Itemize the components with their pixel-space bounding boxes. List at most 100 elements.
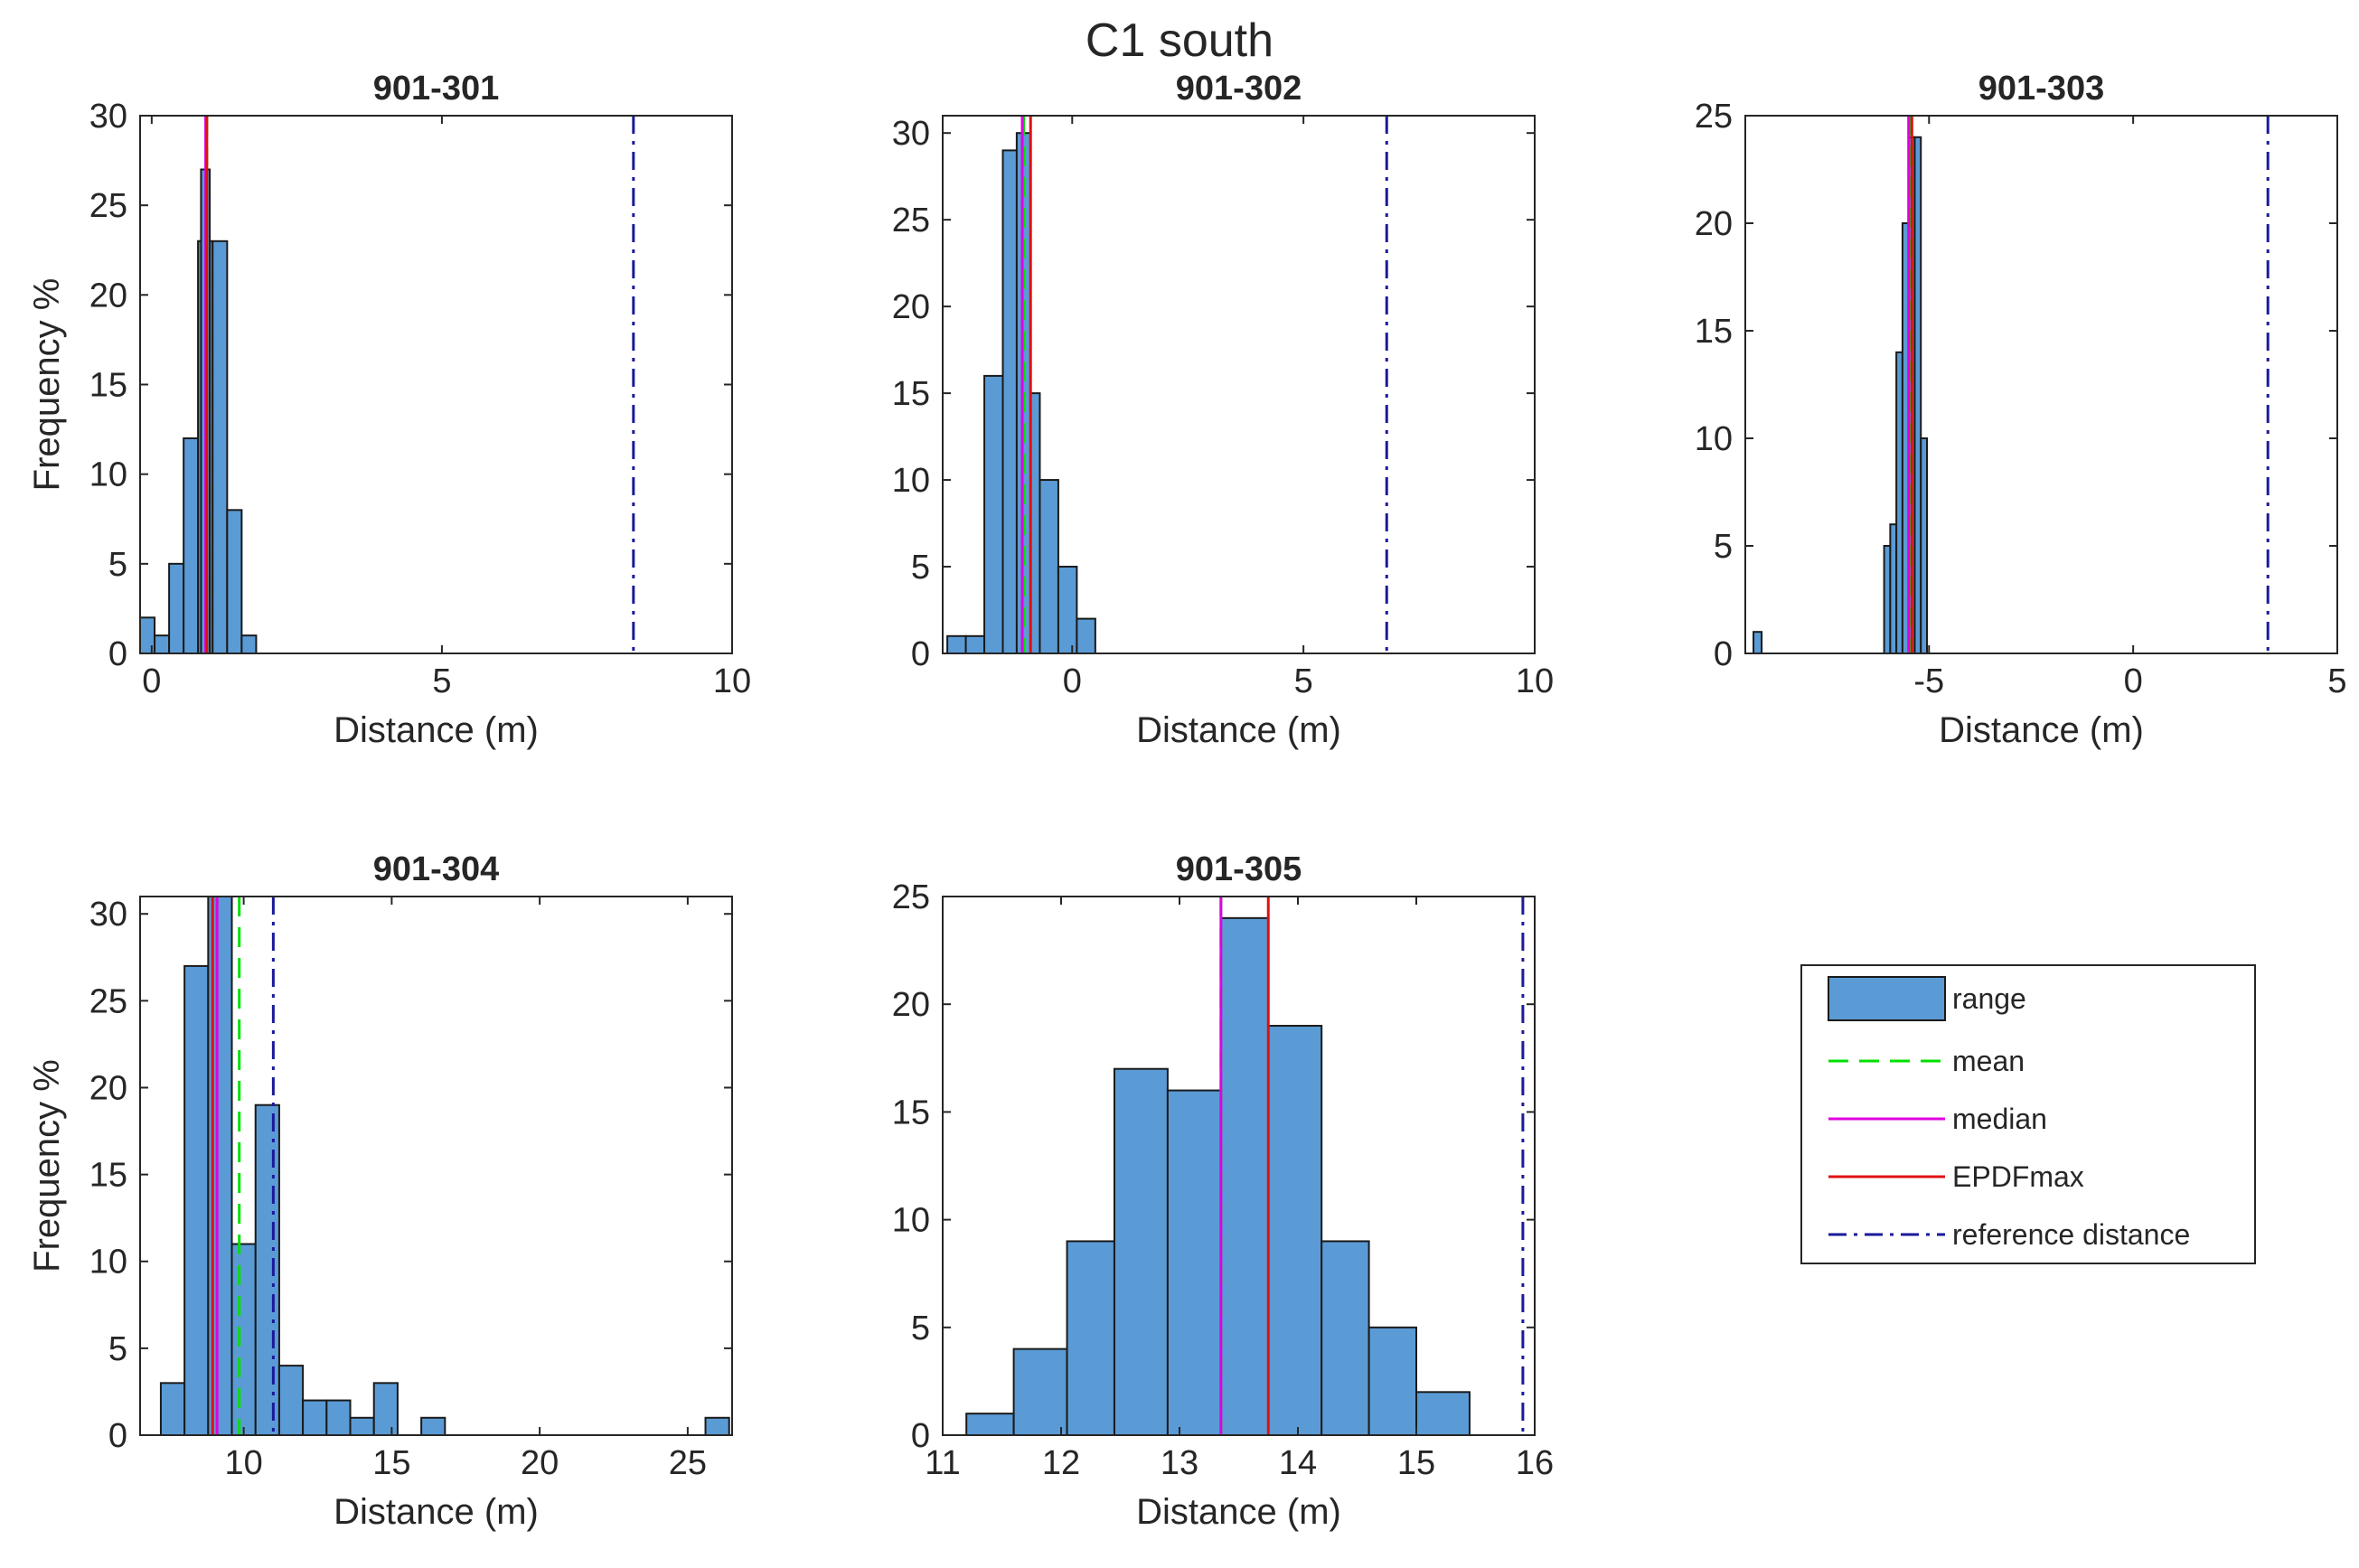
figure-title: C1 south — [1086, 14, 1273, 67]
y-tick-label: 15 — [1695, 313, 1733, 351]
histogram-bar — [1113, 1067, 1169, 1435]
histogram-bar — [240, 634, 258, 653]
y-tick-label: 5 — [108, 1330, 127, 1368]
x-tick-label: 13 — [1161, 1444, 1198, 1482]
axes-frame — [942, 896, 1536, 1436]
histogram-bar — [1889, 523, 1898, 653]
y-tick-label: 20 — [892, 288, 930, 326]
legend-label: median — [1952, 1103, 2047, 1135]
y-tick-label: 0 — [1714, 635, 1733, 673]
x-tick-label: 15 — [1397, 1444, 1435, 1482]
histogram-bar — [1367, 1326, 1417, 1435]
y-tick-label: 30 — [89, 98, 127, 136]
y-tick-label: 20 — [892, 986, 930, 1024]
x-tick-label: 25 — [669, 1444, 707, 1482]
subplot-title: 901-304 — [373, 850, 499, 888]
plot-content — [140, 116, 635, 653]
histogram-bar — [1920, 437, 1929, 653]
x-tick-label: 12 — [1042, 1444, 1080, 1482]
y-tick-label: 10 — [89, 1244, 127, 1282]
x-tick-label: 5 — [2327, 662, 2346, 700]
legend-item-reference-distance: reference distance — [1828, 1218, 2190, 1251]
legend-label: mean — [1952, 1045, 2025, 1077]
plot-content — [965, 897, 1525, 1435]
plot-area — [1745, 116, 2337, 653]
x-tick-label: 10 — [224, 1444, 262, 1482]
histogram-bar — [183, 437, 200, 653]
y-tick-label: 25 — [892, 878, 930, 916]
subplot-title: 901-302 — [1176, 70, 1302, 108]
histogram-bar — [372, 1382, 399, 1435]
x-axis-label: Distance (m) — [334, 1492, 539, 1532]
legend-label: range — [1952, 982, 2026, 1015]
histogram-bar — [183, 964, 210, 1435]
x-tick-label: 14 — [1279, 1444, 1317, 1482]
axes-frame — [1744, 115, 2338, 654]
y-tick-label: 25 — [89, 982, 127, 1020]
y-tick-label: 15 — [892, 1094, 930, 1131]
histogram-bar — [1267, 1025, 1323, 1435]
histogram-bar — [168, 562, 185, 653]
axes-frame — [139, 896, 733, 1436]
legend-item-range: range — [1828, 976, 2026, 1021]
histogram-bar — [1895, 351, 1903, 653]
x-tick-label: 16 — [1516, 1444, 1554, 1482]
x-tick-label: 5 — [1294, 662, 1313, 700]
histogram-bar — [983, 374, 1004, 653]
subplot-901-304: 10 15 20 25 0 5 10 15 20 25 30 901-304 Distance (m) F… — [27, 850, 733, 1532]
histogram-bar — [1320, 1240, 1370, 1435]
histogram-bar — [1415, 1391, 1471, 1435]
histogram-bar — [154, 634, 171, 653]
histogram-bar — [420, 1416, 446, 1435]
legend-label: EPDFmax — [1952, 1160, 2084, 1193]
histogram-bar — [302, 1399, 328, 1435]
histogram-bar — [704, 1416, 730, 1435]
y-tick-label: 0 — [911, 1417, 930, 1455]
histogram-bar — [1883, 545, 1892, 653]
x-axis-label: Distance (m) — [1136, 710, 1341, 750]
x-tick-label: 5 — [432, 662, 451, 700]
histogram-bar — [254, 1103, 280, 1435]
axes-frame — [942, 115, 1536, 654]
y-tick-label: 5 — [1714, 528, 1733, 566]
y-tick-label: 15 — [89, 367, 127, 405]
y-tick-label: 10 — [892, 462, 930, 500]
y-tick-label: 0 — [108, 635, 127, 673]
x-tick-label: 0 — [1063, 662, 1082, 700]
x-axis-label: Distance (m) — [334, 710, 539, 750]
y-tick-label: 30 — [89, 896, 127, 934]
y-tick-label: 20 — [89, 1069, 127, 1107]
y-axis-label: Frequency % — [27, 278, 67, 492]
subplots: 0 5 10 0 5 10 15 20 25 30 901-301 Distance (m) Frequ… — [27, 70, 2347, 1532]
histogram-bar — [230, 1243, 257, 1435]
y-tick-label: 15 — [892, 375, 930, 413]
y-tick-label: 15 — [89, 1157, 127, 1195]
y-tick-label: 5 — [911, 1310, 930, 1347]
histogram-bar — [277, 1365, 305, 1435]
x-tick-label: -5 — [1913, 662, 1944, 700]
histogram-bar — [1219, 916, 1270, 1435]
histogram-bar — [226, 509, 243, 653]
subplot-title: 901-303 — [1978, 70, 2104, 108]
plot-content — [1753, 116, 2270, 653]
x-axis-label: Distance (m) — [1136, 1492, 1341, 1532]
histogram-bar — [946, 634, 967, 653]
y-tick-label: 5 — [911, 549, 930, 587]
legend-item-epdfmax: EPDFmax — [1828, 1160, 2084, 1193]
subplot-901-303: -5 0 5 0 5 10 15 20 25 901-303 Distance (m) — [1695, 70, 2347, 750]
subplot-title: 901-301 — [373, 70, 499, 108]
x-tick-label: 10 — [713, 662, 751, 700]
x-tick-label: 15 — [372, 1444, 410, 1482]
histogram-bar — [1039, 479, 1059, 653]
x-tick-label: 20 — [521, 1444, 559, 1482]
y-tick-label: 5 — [108, 546, 127, 584]
y-tick-label: 20 — [89, 277, 127, 315]
histogram-bar — [965, 1413, 1015, 1435]
y-tick-label: 10 — [89, 456, 127, 494]
x-tick-label: 0 — [2124, 662, 2143, 700]
x-tick-label: 10 — [1516, 662, 1554, 700]
histogram-bar — [1012, 1347, 1068, 1435]
y-tick-label: 25 — [89, 187, 127, 225]
legend-swatch — [1828, 976, 1946, 1021]
